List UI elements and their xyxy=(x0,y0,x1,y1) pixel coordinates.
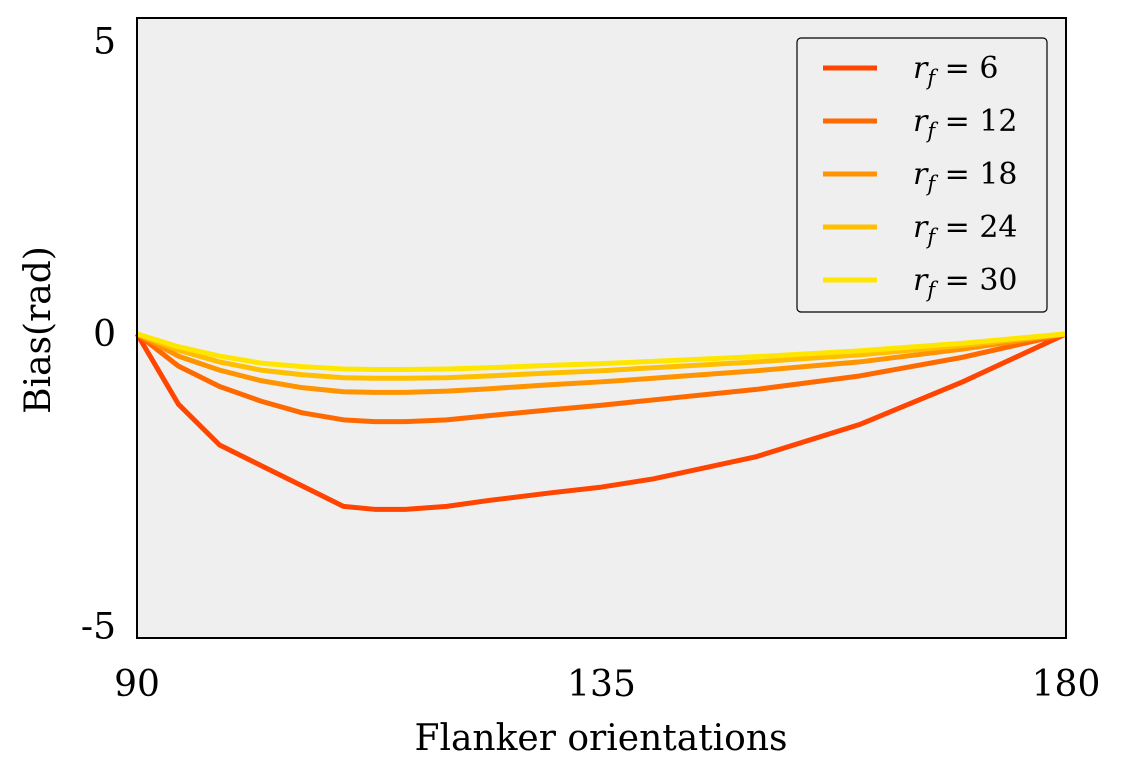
x-tick-label: 135 xyxy=(567,664,636,705)
legend-label: rf = 6 xyxy=(913,51,998,90)
x-tick-label: 90 xyxy=(114,664,160,705)
legend: rf = 6 rf = 12 rf = 18 rf = 24 rf = 30 xyxy=(796,37,1048,313)
x-tick-label: 180 xyxy=(1032,664,1101,705)
x-axis-ticks: 90 135 180 xyxy=(114,664,1100,705)
legend-label: rf = 24 xyxy=(913,210,1018,249)
legend-label: rf = 30 xyxy=(913,263,1018,302)
legend-box xyxy=(796,37,1048,313)
x-axis-label: Flanker orientations xyxy=(414,718,787,759)
series-line-1 xyxy=(134,331,1068,512)
series-line-5 xyxy=(136,331,1067,373)
series-line-2 xyxy=(135,331,1067,425)
y-axis-label: Bias(rad) xyxy=(18,246,59,414)
series-line-4 xyxy=(136,331,1067,381)
y-tick-label: 0 xyxy=(93,314,116,355)
legend-label: rf = 12 xyxy=(913,104,1018,143)
y-tick-label: -5 xyxy=(81,606,116,647)
y-axis-ticks: 5 0 -5 xyxy=(81,21,116,647)
y-tick-label: 5 xyxy=(93,21,116,62)
series-line-3 xyxy=(135,331,1067,395)
legend-label: rf = 18 xyxy=(913,157,1018,196)
legend-items: rf = 6 rf = 12 rf = 18 rf = 24 rf = 30 xyxy=(823,51,1018,302)
plot-frame xyxy=(136,17,1067,639)
series-layer xyxy=(134,331,1068,512)
